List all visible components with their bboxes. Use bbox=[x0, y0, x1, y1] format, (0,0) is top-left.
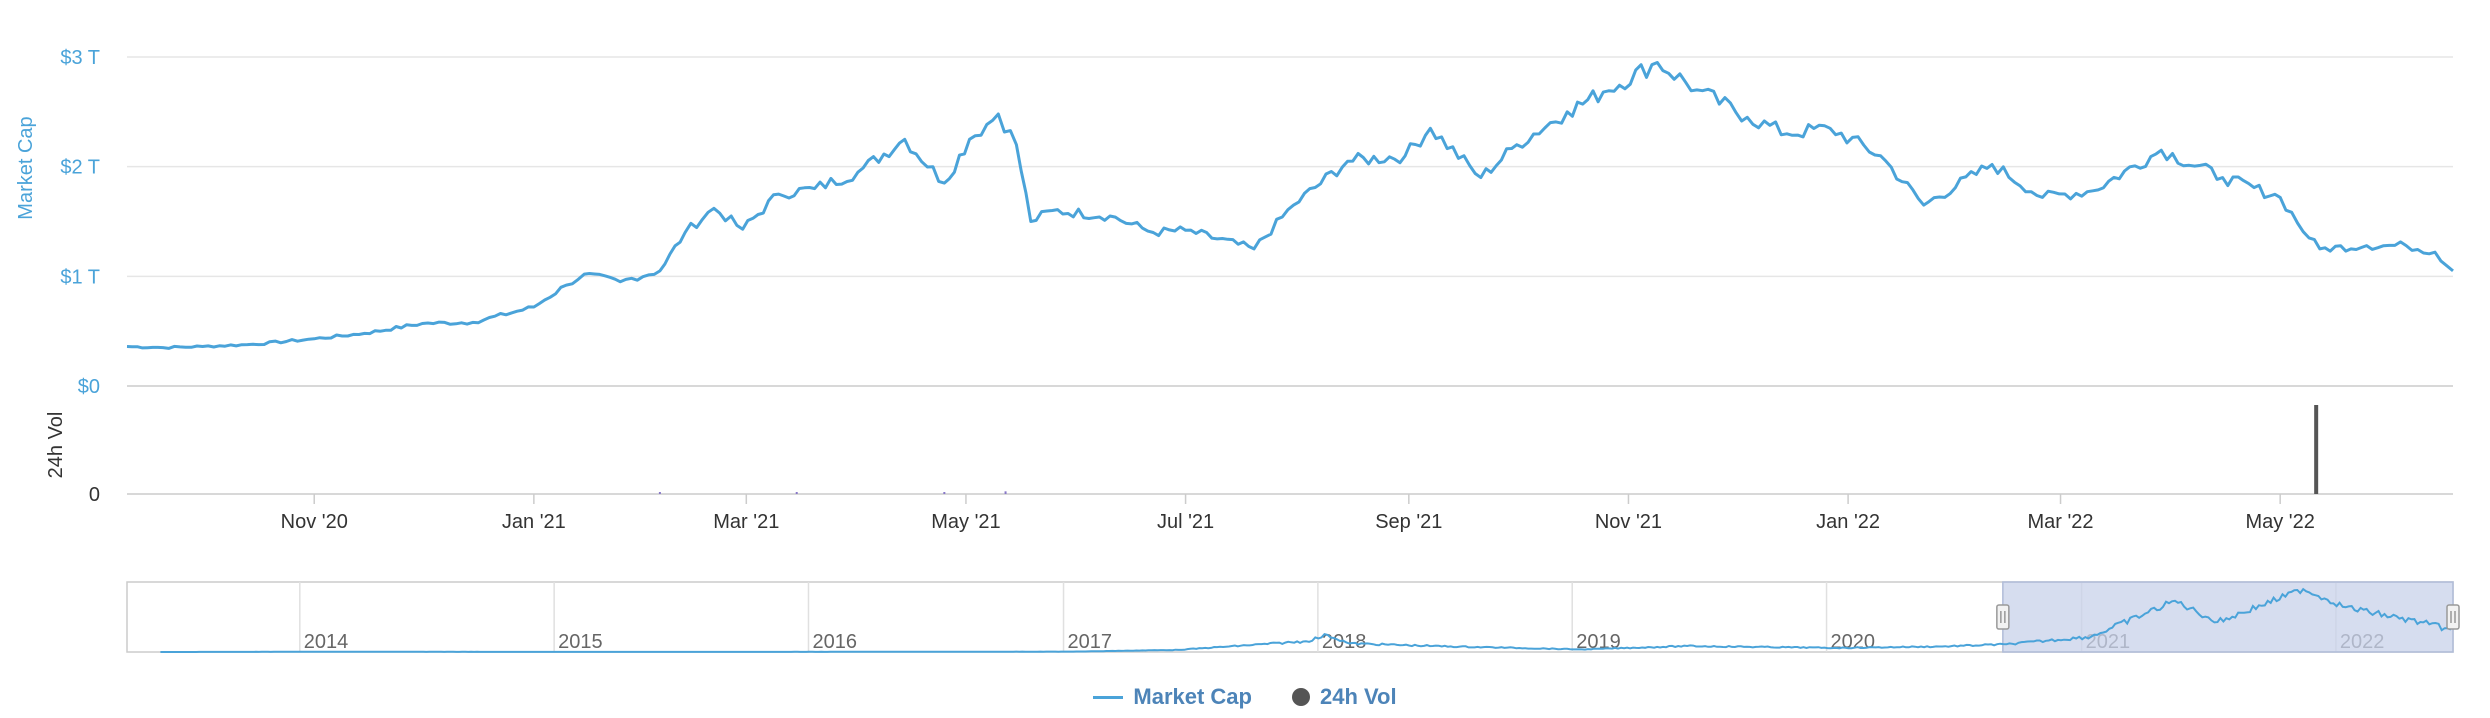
volume-bar[interactable] bbox=[658, 492, 661, 494]
legend-market-cap[interactable]: Market Cap bbox=[1093, 684, 1252, 710]
market-cap-axis-title: Market Cap bbox=[15, 116, 37, 219]
navigator-year-label: 2015 bbox=[558, 631, 603, 653]
x-tick-label: May '21 bbox=[931, 511, 1000, 533]
navigator-selection[interactable] bbox=[2002, 581, 2454, 653]
y-tick-label: $2 T bbox=[60, 157, 100, 179]
y-tick-label: $1 T bbox=[60, 266, 100, 288]
x-tick-label: Mar '21 bbox=[713, 511, 779, 533]
navigator-year-label: 2016 bbox=[812, 631, 857, 653]
legend-volume-label: 24h Vol bbox=[1319, 684, 1397, 709]
x-tick-label: Jul '21 bbox=[1157, 511, 1214, 533]
main-gridlines bbox=[127, 56, 2453, 387]
volume-y-tick-label: 0 bbox=[89, 484, 100, 506]
x-tick-label: Nov '20 bbox=[281, 511, 348, 533]
y-tick-label: $3 T bbox=[60, 47, 100, 69]
x-tick-label: Nov '21 bbox=[1595, 511, 1662, 533]
volume-bar[interactable] bbox=[2314, 405, 2319, 494]
volume-bar[interactable] bbox=[795, 492, 798, 494]
chart-legend: Market Cap 24h Vol bbox=[0, 680, 2490, 714]
x-tick-label: Jan '21 bbox=[502, 511, 566, 533]
volume-bar[interactable] bbox=[1004, 491, 1007, 494]
navigator-market-cap-line bbox=[160, 587, 2452, 653]
market-cap-line[interactable] bbox=[126, 61, 2454, 350]
navigator-year-label: 2014 bbox=[304, 631, 349, 653]
navigator-right-handle[interactable] bbox=[2446, 604, 2460, 630]
x-tick-label: May '22 bbox=[2245, 511, 2314, 533]
x-tick-label: Sep '21 bbox=[1375, 511, 1442, 533]
navigator-left-handle[interactable] bbox=[1996, 604, 2010, 630]
volume-bar[interactable] bbox=[943, 492, 946, 494]
date-x-axis: Nov '20 Jan '21 Mar '21 May '21 Jul '21 Sep '… bbox=[281, 494, 2315, 533]
volume-dot-icon bbox=[1291, 688, 1310, 706]
volume-axis-title: 24h Vol bbox=[45, 412, 67, 479]
market-cap-chart[interactable]: $0 $1 T $2 T $3 T Market Cap 0 24h Vol Nov … bbox=[0, 0, 2490, 680]
y-tick-label: $0 bbox=[78, 376, 100, 398]
x-tick-label: Mar '22 bbox=[2027, 511, 2093, 533]
range-navigator[interactable]: 201420152016201720182019202020212022 bbox=[126, 581, 2460, 653]
navigator-year-label: 2017 bbox=[1068, 631, 1113, 653]
market-cap-line-icon bbox=[1093, 695, 1124, 699]
market-cap-y-axis: $0 $1 T $2 T $3 T bbox=[60, 47, 100, 398]
volume-panel: 0 bbox=[89, 484, 2453, 506]
legend-volume[interactable]: 24h Vol bbox=[1291, 684, 1397, 710]
x-tick-label: Jan '22 bbox=[1816, 511, 1880, 533]
navigator-year-label: 2020 bbox=[1831, 631, 1876, 653]
legend-market-cap-label: Market Cap bbox=[1133, 684, 1252, 709]
volume-bars[interactable] bbox=[658, 405, 2319, 494]
